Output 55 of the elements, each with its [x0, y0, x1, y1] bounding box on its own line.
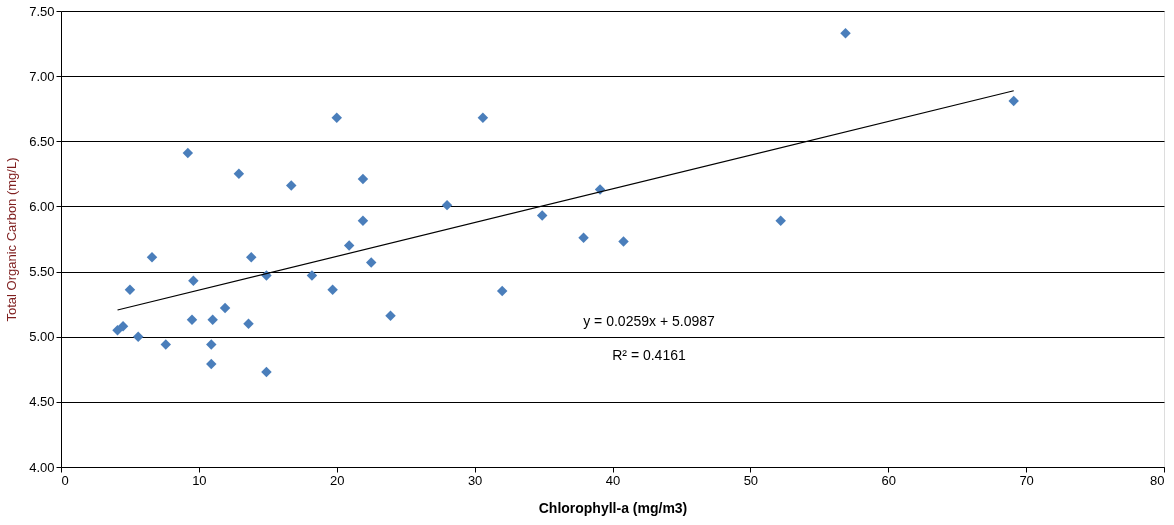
- point: [186, 314, 198, 326]
- point: [578, 232, 589, 243]
- y-tick-label: 6.50: [29, 133, 55, 149]
- point: [146, 252, 158, 263]
- point: [261, 366, 272, 378]
- point: [840, 27, 851, 39]
- x-tick-label: 50: [743, 472, 759, 488]
- x-tick-label: 30: [467, 472, 483, 488]
- x-tick-label: 20: [330, 472, 345, 488]
- point: [536, 210, 548, 221]
- point: [306, 270, 318, 281]
- annotation: y = 0.0259x + 5.0987: [583, 313, 715, 329]
- point: [188, 275, 199, 286]
- point: [365, 257, 377, 268]
- point: [286, 180, 297, 191]
- point: [385, 310, 396, 322]
- point: [112, 324, 123, 336]
- y-tick-label: 5.00: [29, 329, 55, 345]
- point: [331, 112, 342, 124]
- y-tick-label: 5.50: [29, 264, 55, 280]
- point: [206, 358, 217, 370]
- point: [160, 339, 172, 350]
- x-tick-label: 80: [1150, 472, 1165, 488]
- x-tick-label: 60: [881, 472, 896, 488]
- point: [1008, 95, 1019, 107]
- point: [343, 240, 355, 251]
- point: [357, 215, 369, 226]
- point: [124, 284, 136, 296]
- annotation: R² = 0.4161: [612, 347, 686, 363]
- point: [243, 318, 254, 329]
- y-tick-label: 7.50: [29, 3, 55, 19]
- x-tick-label: 70: [1019, 472, 1034, 488]
- point: [207, 314, 218, 326]
- point: [132, 331, 144, 342]
- x-tick-label: 0: [61, 472, 69, 488]
- point: [206, 339, 217, 350]
- point: [219, 302, 231, 314]
- point: [246, 252, 257, 263]
- point: [496, 285, 508, 297]
- point: [233, 168, 245, 180]
- x-axis-title: Chlorophyll-a (mg/m3): [538, 499, 688, 516]
- y-tick-label: 4.00: [29, 459, 55, 475]
- point: [477, 112, 489, 124]
- y-tick-label: 6.00: [29, 198, 55, 214]
- x-tick-label: 10: [192, 472, 207, 488]
- point: [618, 236, 629, 247]
- x-tick-label: 40: [605, 472, 621, 488]
- point: [182, 147, 194, 159]
- y-tick-label: 4.50: [29, 394, 55, 410]
- y-tick-label: 7.00: [29, 68, 55, 84]
- y-axis-title: Total Organic Carbon (mg/L): [4, 157, 20, 322]
- point: [357, 173, 369, 185]
- point: [327, 284, 338, 296]
- point: [441, 199, 453, 211]
- point: [775, 215, 786, 226]
